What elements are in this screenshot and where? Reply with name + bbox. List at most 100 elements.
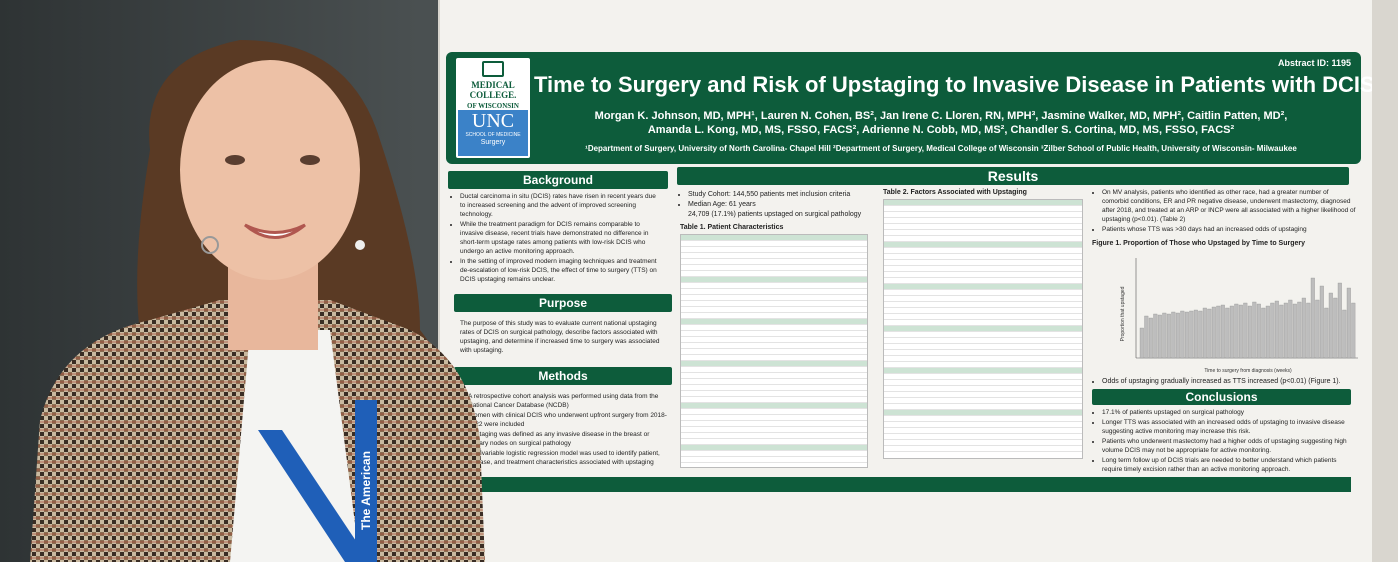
background-bullet: While the treatment paradigm for DCIS re… xyxy=(460,220,660,256)
table-row xyxy=(681,391,867,397)
table-row xyxy=(681,253,867,259)
table-row xyxy=(681,283,867,289)
table-row xyxy=(884,272,1082,278)
figure1-title: Figure 1. Proportion of Those who Upstag… xyxy=(1092,240,1306,247)
table-row xyxy=(681,445,867,451)
chart-bar xyxy=(1162,312,1167,359)
conclusion-bullet: 17.1% of patients upstaged on surgical p… xyxy=(1102,408,1354,417)
table-row xyxy=(681,277,867,283)
chart-bar xyxy=(1328,292,1333,359)
chart-bar xyxy=(1139,327,1144,359)
table-row xyxy=(681,247,867,253)
odds-bullet: Odds of upstaging gradually increased as… xyxy=(1102,377,1357,386)
chart-bar xyxy=(1238,304,1243,359)
table-row xyxy=(681,325,867,331)
chart-bar xyxy=(1292,303,1297,359)
table-row xyxy=(681,289,867,295)
table-row xyxy=(884,434,1082,440)
presenter-photo: The American xyxy=(30,40,485,562)
chart-bar xyxy=(1333,297,1338,359)
chart-bar xyxy=(1157,314,1162,359)
poster-affiliations: ¹Department of Surgery, University of No… xyxy=(585,144,1297,153)
chart-bar xyxy=(1166,313,1171,359)
table-row xyxy=(884,398,1082,404)
chart-bar xyxy=(1256,303,1261,359)
table-row xyxy=(681,241,867,247)
table-row xyxy=(884,278,1082,284)
methods-bullet: A retrospective cohort analysis was perf… xyxy=(468,392,668,410)
table-row xyxy=(681,403,867,409)
chart-bar xyxy=(1297,301,1302,359)
table-row xyxy=(884,224,1082,230)
patient-characteristics-table xyxy=(680,234,868,468)
chart-bar xyxy=(1319,285,1324,359)
table-row xyxy=(884,284,1082,290)
table-row xyxy=(884,248,1082,254)
table-row xyxy=(681,373,867,379)
table-row xyxy=(884,422,1082,428)
left-earring xyxy=(201,236,219,254)
lanyard-text: The American xyxy=(359,451,373,530)
chart-bar xyxy=(1175,312,1180,359)
table-row xyxy=(681,355,867,361)
table-row xyxy=(884,212,1082,218)
table-row xyxy=(681,427,867,433)
chart-bar xyxy=(1216,305,1221,359)
purpose-heading: Purpose xyxy=(454,294,672,312)
table-row xyxy=(884,380,1082,386)
table-row xyxy=(681,235,867,241)
table-row xyxy=(884,308,1082,314)
background-bullet: Ductal carcinoma in situ (DCIS) rates ha… xyxy=(460,192,660,219)
upstaging-factors-table xyxy=(883,199,1083,459)
table-row xyxy=(884,218,1082,224)
chart-bar xyxy=(1261,307,1266,359)
table-row xyxy=(681,265,867,271)
chart-bar xyxy=(1324,307,1329,359)
table-row xyxy=(884,386,1082,392)
purpose-text: The purpose of this study was to evaluat… xyxy=(460,320,660,354)
methods-bullet: Multivariable logistic regression model … xyxy=(468,449,668,467)
chart-bar xyxy=(1243,302,1248,359)
table-row xyxy=(884,344,1082,350)
table-row xyxy=(884,206,1082,212)
chart-bar xyxy=(1301,297,1306,359)
background-heading: Background xyxy=(448,171,668,189)
chart-bars xyxy=(1139,277,1356,359)
upstaging-bar-chart: Proportion that upstaged Time to surgery… xyxy=(1120,258,1358,374)
table-row xyxy=(884,428,1082,434)
table-row xyxy=(884,254,1082,260)
table-row xyxy=(884,350,1082,356)
table-row xyxy=(681,415,867,421)
table-row xyxy=(681,313,867,319)
chart-bar xyxy=(1202,307,1207,359)
conclusion-bullet: Longer TTS was associated with an increa… xyxy=(1102,418,1354,436)
lanyard-right xyxy=(355,400,377,562)
median-age-line: Median Age: 61 years xyxy=(688,200,878,209)
table-row xyxy=(681,439,867,445)
methods-heading: Methods xyxy=(454,367,672,385)
table1-title: Table 1. Patient Characteristics xyxy=(680,224,784,231)
institution-logo: MEDICAL COLLEGE. OF WISCONSIN UNC SCHOOL… xyxy=(456,58,530,158)
poster-header: MEDICAL COLLEGE. OF WISCONSIN UNC SCHOOL… xyxy=(446,52,1372,164)
chart-bar xyxy=(1189,310,1194,359)
table-row xyxy=(681,319,867,325)
table-row xyxy=(884,266,1082,272)
chart-bar xyxy=(1252,301,1257,359)
table-row xyxy=(681,421,867,427)
table-row xyxy=(884,236,1082,242)
results-summary: Study Cohort: 144,550 patients met inclu… xyxy=(678,190,878,219)
chart-bar xyxy=(1180,310,1185,359)
chart-bar xyxy=(1207,308,1212,359)
table-row xyxy=(884,404,1082,410)
methods-text: A retrospective cohort analysis was perf… xyxy=(458,392,668,468)
mv-bullet: On MV analysis, patients who identified … xyxy=(1102,188,1357,224)
chart-bar xyxy=(1346,287,1351,359)
right-eye xyxy=(300,155,320,165)
poster-title: Time to Surgery and Risk of Upstaging to… xyxy=(534,72,1372,97)
table2-title: Table 2. Factors Associated with Upstagi… xyxy=(883,189,1027,196)
table-row xyxy=(884,416,1082,422)
chart-bar xyxy=(1337,282,1342,359)
chart-bar xyxy=(1283,302,1288,359)
table-row xyxy=(884,356,1082,362)
table-row xyxy=(681,295,867,301)
